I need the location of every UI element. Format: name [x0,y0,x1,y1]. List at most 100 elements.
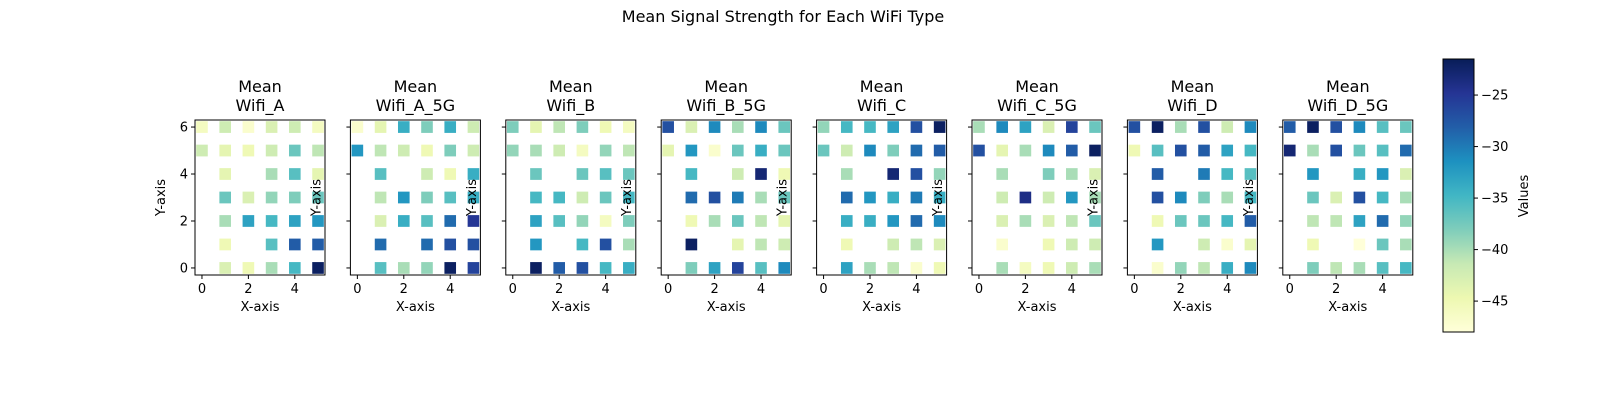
heatmap-cell [887,262,900,274]
heatmap-cell [397,262,410,274]
heatmap-cell [289,238,301,251]
heatmap-cell [1400,191,1412,204]
heatmap-cell [219,121,231,133]
heatmap-cell [864,144,876,157]
heatmap-cell [576,144,589,157]
heatmap-cell [1198,215,1210,227]
panel-title: Mean [704,77,748,96]
heatmap-cell [840,191,853,204]
panel-title: Mean [549,77,593,96]
heatmap-cell [374,191,387,204]
heatmap-cell [623,168,635,180]
heatmap-cell [685,215,698,227]
x-tick-label: 4 [291,282,299,297]
heatmap-cell [1376,121,1389,133]
heatmap-cell [219,191,231,204]
heatmap-cell [887,191,900,204]
heatmap-cell [910,168,923,180]
heatmap-cell [374,262,387,274]
axes-frame [505,119,637,276]
heatmap-cell [1174,191,1187,204]
heatmap-cell [1019,215,1032,227]
heatmap-cell [444,215,457,227]
heatmap-cell [1174,215,1187,227]
heatmap-cell [1376,191,1389,204]
heatmap-cell [1330,191,1342,204]
heatmap-cell [1307,262,1319,274]
heatmap-cell [1376,168,1389,180]
heatmap-cell [933,215,946,227]
heatmap-cell [1066,262,1078,274]
heatmap-cell [840,215,853,227]
heatmap-cell [662,144,674,157]
heatmap-cell [662,121,674,133]
heatmap-cell [421,215,433,227]
heatmap-cell [444,191,457,204]
heatmap-cell [1353,262,1366,274]
colorbar-label: Values [1517,175,1532,218]
colorbar-tick-label: −45 [1481,295,1508,310]
colorbar-gradient [1442,58,1475,333]
heatmap-cell [973,121,985,133]
heatmap-cell [1221,238,1234,251]
heatmap-cell [576,262,589,274]
heatmap-cell [1376,144,1389,157]
colorbar-tick-label: −40 [1481,243,1508,258]
heatmap-cell [933,191,946,204]
heatmap-cell [840,262,853,274]
heatmap-cell [685,168,698,180]
x-tick-label: 2 [400,282,408,297]
heatmap-cell [1353,144,1366,157]
heatmap-cell [840,238,853,251]
heatmap-cell [351,121,364,133]
heatmap-cell [351,144,364,157]
panel-title: Wifi_C_5G [997,96,1077,116]
heatmap-cell [1376,262,1389,274]
heatmap-cell [1307,191,1319,204]
heatmap-cell [1066,168,1078,180]
y-tick-label: 0 [180,261,188,276]
heatmap-cell [1089,238,1101,251]
heatmap-cell [265,262,278,274]
heatmap-cell [219,215,231,227]
heatmap-cell [242,121,255,133]
panel-title: Mean [1015,77,1059,96]
heatmap-cell [933,168,946,180]
x-axis-label: X-axis [551,300,590,315]
heatmap-cell [312,262,324,274]
colorbar: −45 −40 −35 −30 −25 Values [1442,58,1532,333]
heatmap-cell [553,121,565,133]
heatmap-cell [599,144,612,157]
heatmap-cell [1128,121,1141,133]
axes-frame [194,119,326,276]
heatmap-cell [312,215,324,227]
x-tick-label: 4 [1068,282,1076,297]
heatmap-cell [1221,191,1234,204]
panel-title: Wifi_C [857,96,906,116]
heatmap-cell [421,121,433,133]
x-axis-label: X-axis [241,300,280,315]
heatmap-cell [1019,262,1032,274]
axes-frame [660,119,792,276]
heatmap-cell [685,144,698,157]
heatmap-cell [996,144,1008,157]
y-axis-label: Y-axis [1086,179,1101,217]
heatmap-cell [623,121,635,133]
heatmap-cell [397,191,410,204]
panel-title: Mean [860,77,904,96]
heatmap-cell [397,144,410,157]
heatmap-cell [219,262,231,274]
heatmap-cell [576,191,589,204]
colorbar-tick-label: −30 [1481,140,1508,155]
x-tick-label: 4 [446,282,454,297]
x-axis-label: X-axis [862,300,901,315]
x-axis-label: X-axis [707,300,746,315]
heatmap-cell [219,168,231,180]
heatmap-cell [530,144,542,157]
heatmap-cell [1283,144,1296,157]
heatmap-cell [444,238,457,251]
panel-title: Wifi_D_5G [1307,96,1388,116]
x-tick-label: 0 [509,282,517,297]
